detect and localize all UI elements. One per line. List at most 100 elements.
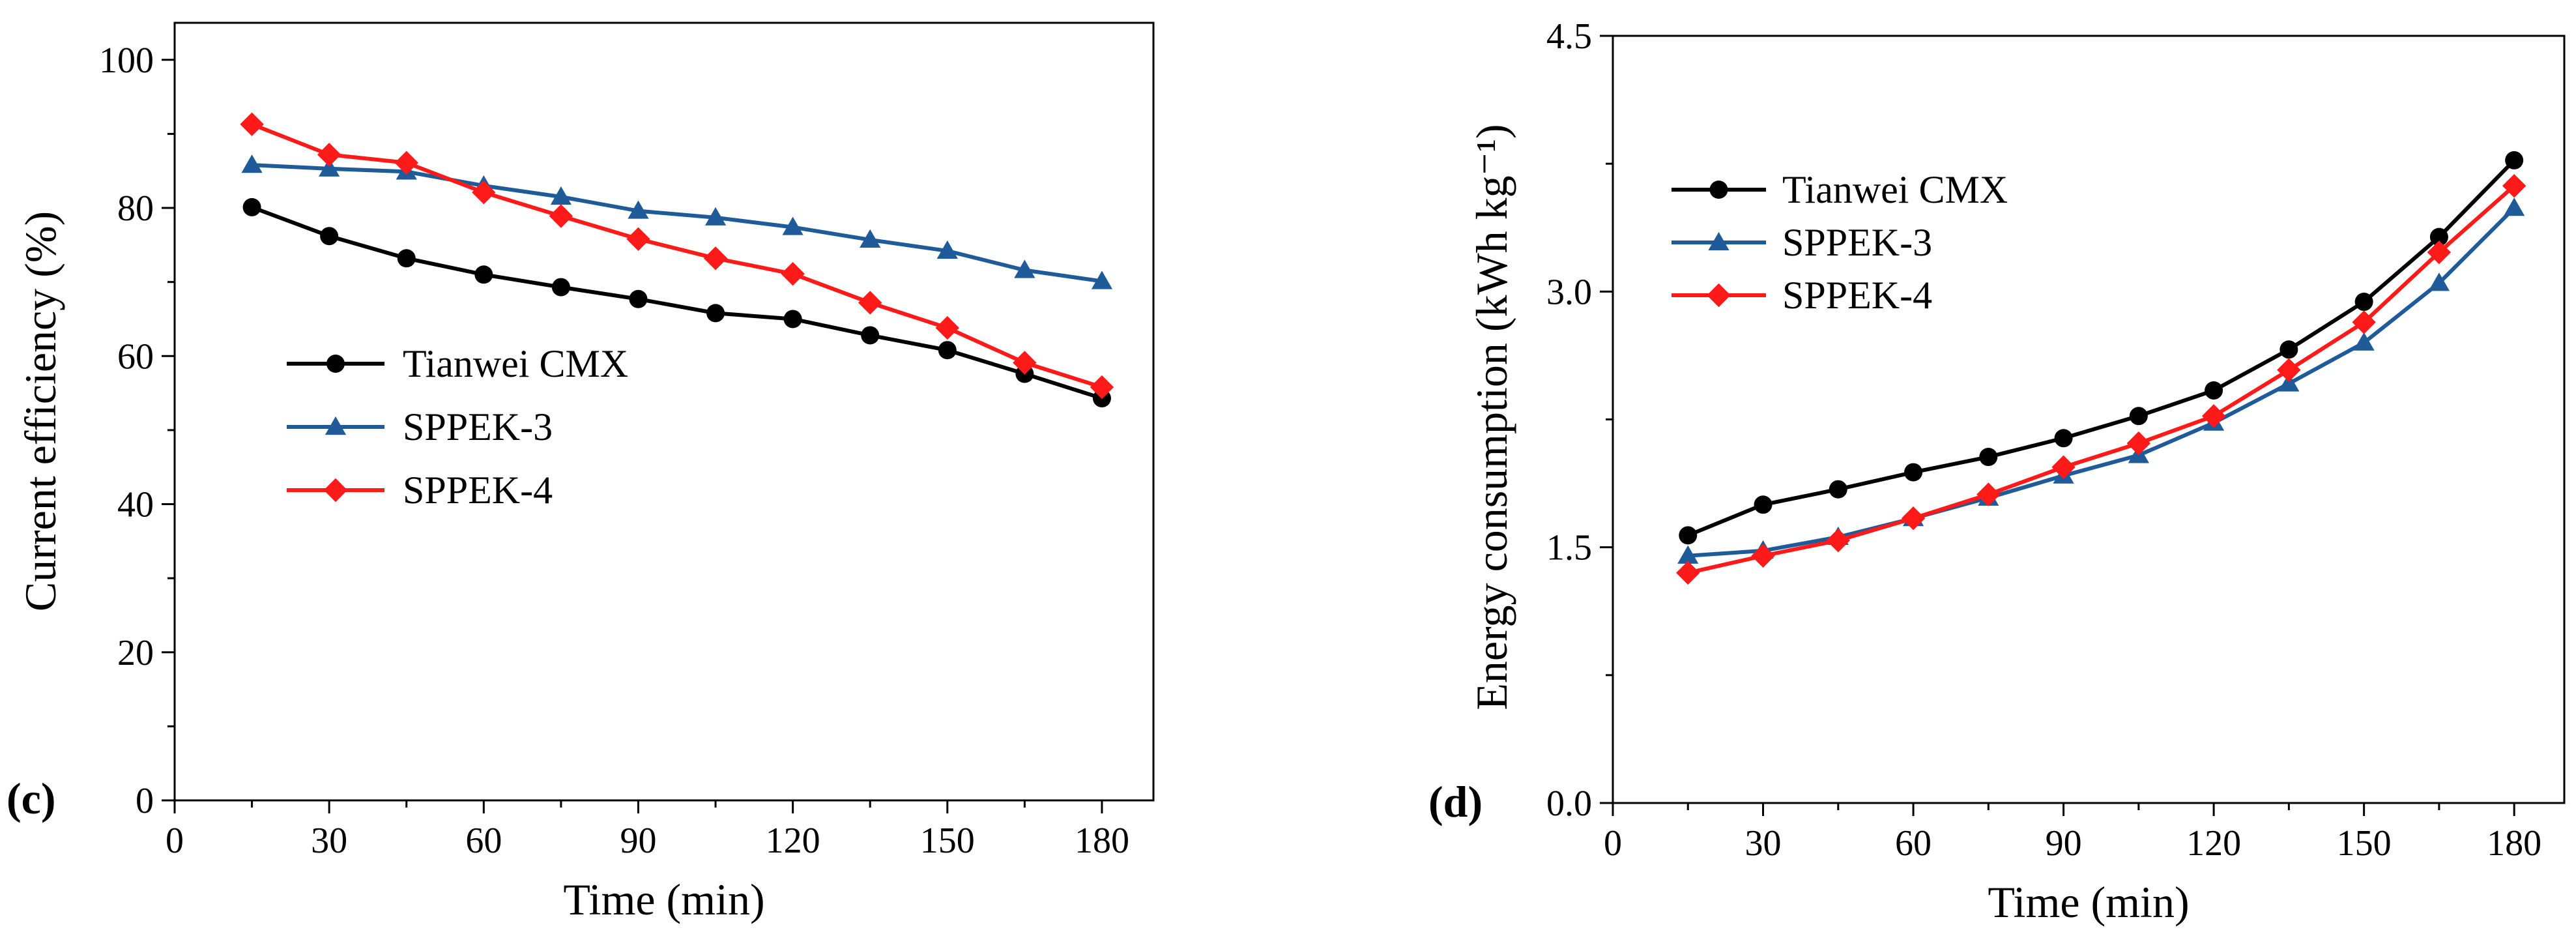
y-tick-label: 40: [117, 485, 154, 525]
data-point: [394, 151, 418, 175]
data-point: [706, 304, 725, 323]
x-tick-label: 0: [1604, 823, 1622, 864]
data-point: [861, 326, 880, 345]
data-point: [2278, 373, 2300, 392]
data-point: [704, 207, 727, 226]
legend-entry: Tianwei CMX: [1672, 168, 2008, 211]
x-tick-label: 90: [2046, 823, 2082, 864]
legend-entry: SPPEK-3: [287, 405, 553, 448]
plot-frame: [173, 22, 1155, 802]
data-point: [2429, 227, 2448, 246]
x-tick-label: 60: [1895, 823, 1932, 864]
series-line: [252, 163, 1103, 284]
legend-label: SPPEK-3: [403, 405, 553, 448]
data-point: [319, 158, 340, 177]
x-tick-label: 30: [1745, 823, 1782, 864]
data-point: [935, 315, 959, 340]
series-sppek-4: [1676, 173, 2526, 585]
data-point: [317, 143, 341, 167]
legend-marker: [326, 355, 345, 373]
data-point: [936, 240, 958, 259]
legend-marker: [323, 478, 348, 503]
data-point: [2502, 173, 2526, 198]
data-point: [2054, 429, 2073, 448]
x-tick-label: 150: [2337, 823, 2392, 864]
data-point: [1904, 463, 1923, 482]
data-point: [629, 289, 648, 308]
data-point: [2427, 240, 2452, 265]
data-point: [1754, 495, 1773, 514]
legend-label: SPPEK-4: [403, 469, 553, 512]
y-axis-title: Energy consumption (kWh kg⁻¹): [1467, 124, 1516, 710]
data-point: [2354, 293, 2373, 312]
series-line: [1687, 184, 2516, 575]
y-tick-label: 1.5: [1546, 528, 1592, 568]
y-tick-label: 3.0: [1546, 272, 1592, 312]
data-point: [2428, 272, 2450, 291]
legend-entry: Tianwei CMX: [287, 342, 628, 385]
panel-label: (d): [1428, 777, 1483, 826]
data-point: [2352, 310, 2376, 334]
data-point: [2051, 455, 2076, 479]
data-point: [628, 200, 649, 219]
data-point: [2201, 404, 2226, 428]
data-point: [551, 278, 570, 297]
x-axis-title: Time (min): [563, 875, 764, 924]
legend-label: Tianwei CMX: [1782, 168, 2008, 211]
data-point: [1829, 480, 1847, 499]
y-tick-label: 60: [117, 336, 154, 377]
data-point: [397, 249, 416, 268]
series-tianwei-cmx: [1679, 151, 2524, 545]
x-tick-label: 120: [766, 821, 820, 861]
data-point: [1679, 526, 1698, 545]
chart-panel-d: 0 30 60 90 120 150 180 0.0 1.5 3.0 4.5 Time (min) En…: [1428, 16, 2566, 927]
data-point: [626, 227, 650, 251]
data-point: [1979, 448, 1998, 467]
legend-entry: SPPEK-4: [1672, 274, 1932, 317]
data-point: [783, 310, 802, 328]
data-point: [1901, 506, 1926, 531]
data-point: [1677, 545, 1699, 564]
x-axis-title: Time (min): [1988, 877, 2189, 927]
data-point: [1976, 482, 2001, 506]
data-point: [1751, 544, 1775, 568]
series-line: [1688, 207, 2516, 558]
data-point: [240, 112, 264, 136]
series-line: [251, 122, 1103, 389]
y-tick-label: 4.5: [1546, 16, 1592, 57]
data-point: [703, 246, 728, 270]
data-point: [2129, 407, 2148, 426]
data-point: [241, 154, 263, 173]
legend-marker: [1709, 181, 1728, 199]
y-tick-label: 80: [117, 188, 154, 229]
x-tick-label: 60: [465, 821, 502, 861]
data-point: [474, 265, 493, 284]
series-tianwei-cmx: [242, 197, 1111, 408]
x-tick-label: 150: [920, 821, 975, 861]
data-point: [2504, 197, 2525, 216]
x-tick-label: 120: [2186, 823, 2241, 864]
y-tick-label: 0.0: [1546, 783, 1592, 824]
x-tick-label: 30: [311, 821, 347, 861]
y-axis-title: Current efficiency (%): [16, 211, 65, 611]
legend-marker: [1708, 231, 1729, 251]
data-point: [1676, 561, 1700, 585]
data-point: [781, 261, 805, 286]
plot-frame: [1612, 35, 2566, 804]
data-point: [2277, 358, 2301, 382]
legend-entry: SPPEK-3: [1672, 221, 1932, 264]
legend-marker: [1707, 283, 1731, 308]
y-tick-label: 100: [99, 40, 154, 81]
data-point: [2126, 431, 2151, 456]
data-point: [782, 216, 803, 235]
panel-label: (c): [7, 774, 55, 823]
data-point: [860, 229, 881, 248]
legend-label: Tianwei CMX: [403, 342, 628, 385]
legend-marker: [325, 416, 347, 435]
data-point: [1091, 270, 1113, 289]
series-line: [1687, 158, 2516, 538]
data-point: [2279, 340, 2298, 359]
data-point: [320, 227, 339, 246]
y-tick-label: 0: [136, 781, 154, 821]
